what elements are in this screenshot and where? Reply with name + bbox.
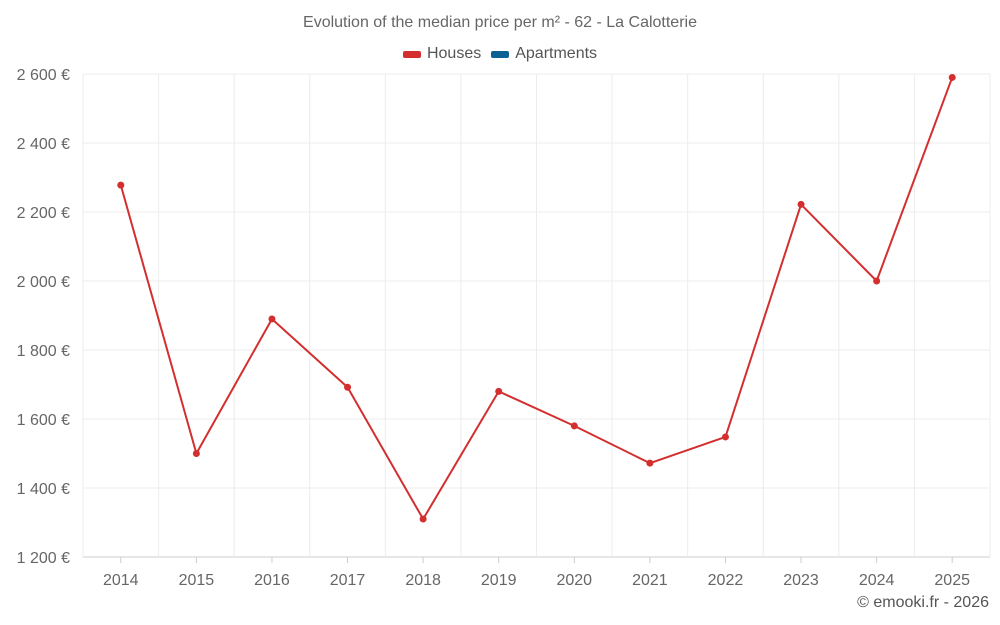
- y-tick-label: 2 600 €: [17, 67, 70, 84]
- y-tick-label: 1 600 €: [17, 412, 70, 429]
- legend-swatch-houses: [402, 50, 421, 58]
- data-point[interactable]: [117, 181, 125, 189]
- x-tick-label: 2016: [254, 572, 290, 589]
- data-point[interactable]: [495, 387, 503, 395]
- legend-item-houses[interactable]: Houses: [402, 45, 482, 63]
- data-point[interactable]: [797, 200, 805, 208]
- data-point[interactable]: [268, 315, 276, 323]
- x-tick-label: 2024: [859, 572, 895, 589]
- legend-label-apartments: Apartments: [515, 45, 598, 62]
- y-tick-label: 2 200 €: [17, 205, 70, 222]
- y-tick-label: 1 200 €: [17, 550, 70, 567]
- x-tick-label: 2019: [481, 572, 517, 589]
- data-point[interactable]: [570, 422, 578, 430]
- chart-title: Evolution of the median price per m² - 6…: [303, 14, 697, 31]
- data-point[interactable]: [721, 433, 729, 441]
- y-tick-label: 1 400 €: [17, 481, 70, 498]
- x-tick-label: 2018: [405, 572, 441, 589]
- x-tick-label: 2021: [632, 572, 668, 589]
- legend-label-houses: Houses: [426, 45, 482, 62]
- legend-swatch-apartments: [491, 50, 510, 58]
- data-point[interactable]: [873, 277, 881, 285]
- legend-item-apartments[interactable]: Apartments: [491, 45, 597, 63]
- x-tick-label: 2017: [330, 572, 366, 589]
- x-tick-label: 2023: [783, 572, 819, 589]
- x-tick-label: 2020: [556, 572, 592, 589]
- data-point[interactable]: [419, 515, 427, 523]
- data-point[interactable]: [646, 459, 654, 467]
- y-tick-label: 2 400 €: [17, 136, 70, 153]
- series-line-houses: [119, 77, 954, 521]
- data-point[interactable]: [344, 383, 352, 391]
- x-tick-label: 2014: [103, 572, 139, 589]
- x-tick-label: 2015: [179, 572, 215, 589]
- data-point[interactable]: [192, 450, 200, 457]
- x-tick-label: 2022: [708, 572, 744, 589]
- chart-legend: Houses Apartments: [0, 45, 1000, 63]
- y-tick-label: 2 000 €: [17, 274, 70, 291]
- credit-text: © emooki.fr - 2026: [857, 594, 989, 611]
- data-point[interactable]: [948, 73, 956, 81]
- y-tick-label: 1 800 €: [17, 343, 70, 360]
- x-tick-label: 2025: [934, 572, 970, 589]
